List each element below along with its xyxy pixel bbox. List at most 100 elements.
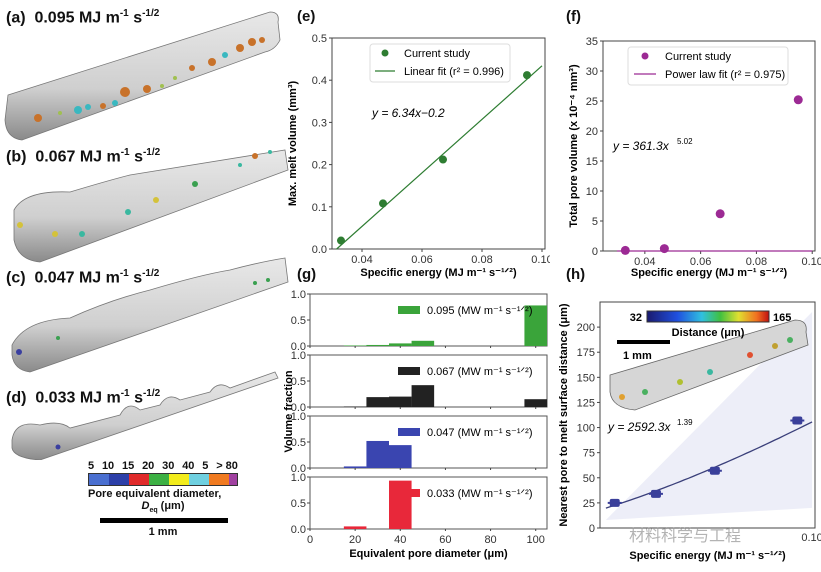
data-point <box>709 466 720 475</box>
histogram-bar <box>343 526 367 529</box>
y-tick-label: 5 <box>592 216 598 228</box>
panel-label-h: (h) <box>566 266 586 283</box>
chart-h: 0 25 50 75 100 125 150 175 200 32 165 Distance (μm)… <box>558 301 821 562</box>
panel-label-a: (a) <box>6 9 26 27</box>
plot-frame <box>331 37 546 250</box>
x-tick-label: 0.10 <box>801 532 821 544</box>
pore-colorbar <box>88 473 238 486</box>
unit: s <box>128 9 143 27</box>
scale-bar <box>100 518 228 524</box>
x-tick-label: 0.08 <box>746 256 767 268</box>
x-tick-label: 0.10 <box>801 256 821 268</box>
deq-symbol: D <box>141 500 150 512</box>
deq-subscript: eq <box>149 507 158 515</box>
deq-unit: (μm) <box>157 500 185 512</box>
exponent: -1 <box>120 147 130 158</box>
data-point <box>523 71 531 80</box>
y-tick-label: 0 <box>589 523 595 535</box>
data-point <box>620 245 630 255</box>
y-tick-label: 0.0 <box>291 524 306 536</box>
histogram-bar <box>411 385 435 407</box>
histogram-bar <box>343 466 367 468</box>
x-tick-label: 0.08 <box>471 254 492 266</box>
histogram-bar <box>366 440 389 468</box>
distance-colorbar <box>646 310 770 323</box>
x-tick-label: 0.10 <box>531 254 550 266</box>
y-tick-label: 0.5 <box>291 437 306 449</box>
y-axis-label: Total pore volume (x 10⁻⁴ mm³) <box>568 64 580 228</box>
y-tick-label: 75 <box>583 448 595 460</box>
fit-exponent: 1.39 <box>677 418 693 427</box>
inset-pore <box>787 337 793 343</box>
x-tick-label: 0 <box>307 534 313 546</box>
chart-e: 0.0 0.1 0.2 0.3 0.4 0.5 0.04 0.06 0.08 0.10 Curren… <box>287 33 550 279</box>
exponent: -1 <box>119 268 129 279</box>
colorbar-label: Distance (μm) <box>672 327 745 339</box>
histogram-bar <box>366 344 389 346</box>
subplot-frame <box>309 415 548 469</box>
inset-pore <box>677 379 683 385</box>
pore-colorbar-segment <box>109 474 129 485</box>
pore-colorbar-label: Pore equivalent diameter, <box>88 488 222 500</box>
fit-line <box>336 65 543 250</box>
x-tick-label: 100 <box>527 534 545 546</box>
y-axis-label: Volume fraction <box>283 370 295 453</box>
energy-value: 0.033 MJ m <box>35 389 121 407</box>
legend-box <box>369 43 511 83</box>
colorbar-max: 165 <box>773 312 791 324</box>
legend-box <box>627 46 789 86</box>
data-point <box>439 155 447 164</box>
y-tick-label: 0 <box>592 246 598 258</box>
x-axis-label: Specific energy (MJ m⁻¹ s⁻¹ᐟ²) <box>360 267 517 279</box>
unit: s <box>129 389 143 407</box>
histogram-bar <box>366 397 389 407</box>
x-tick-label: 40 <box>394 534 406 546</box>
histogram-bar <box>343 406 367 407</box>
energy-value: 0.095 MJ m <box>34 9 120 27</box>
chart-f: 0 5 10 15 20 25 30 35 0.04 0.06 0.08 0.10 Current st… <box>568 36 821 279</box>
y-tick-label: 30 <box>586 66 598 78</box>
data-point <box>715 209 725 219</box>
exponent: -1 <box>120 388 130 399</box>
fit-curve <box>605 421 813 509</box>
y-tick-label: 50 <box>583 473 595 485</box>
y-tick-label: 0.2 <box>312 160 327 172</box>
panel-label-c: (c) <box>6 269 26 287</box>
legend-label: 0.095 (MW m⁻¹ s⁻¹ᐟ²) <box>427 305 533 317</box>
bead-a <box>4 11 281 141</box>
panel-label-f: (f) <box>566 8 581 25</box>
confidence-band <box>605 312 813 520</box>
inset-pore <box>772 343 778 349</box>
pores-a <box>34 37 265 122</box>
pore-colorbar-segment <box>89 474 109 485</box>
legend-swatch <box>398 367 420 375</box>
legend-label: Current study <box>404 48 471 60</box>
unit: s <box>128 269 143 287</box>
y-tick-label: 125 <box>577 397 595 409</box>
subplot-frame <box>309 293 548 347</box>
pore-colorbar-segment <box>149 474 169 485</box>
legend-label: Linear fit (r² = 0.996) <box>404 66 504 78</box>
pore-colorbar-ticks: 5 10 15 20 30 40 5 > 80 <box>88 460 238 472</box>
legend-marker <box>381 49 389 57</box>
y-tick-label: 0.5 <box>291 315 306 327</box>
panel-label-b: (b) <box>6 148 27 166</box>
y-tick-label: 150 <box>577 372 595 384</box>
pore-colorbar-segment <box>209 474 229 485</box>
y-tick-label: 0.3 <box>312 117 327 129</box>
x-axis-label: Specific energy (MJ m⁻¹ s⁻¹ᐟ²) <box>631 267 788 279</box>
pore-colorbar-tick: 5 <box>88 460 95 472</box>
subplot-frame <box>309 476 548 530</box>
legend-swatch <box>398 428 420 436</box>
watermark: 材料科学与工程 <box>629 527 741 545</box>
pore-colorbar-tick: 15 <box>122 460 135 472</box>
y-tick-label: 20 <box>586 126 598 138</box>
y-tick-label: 100 <box>577 423 595 435</box>
y-tick-label: 175 <box>577 347 595 359</box>
y-tick-label: 0.5 <box>312 33 327 45</box>
pore-colorbar-tick: 30 <box>162 460 175 472</box>
x-tick-label: 0.04 <box>634 256 655 268</box>
pore-colorbar-tick: 10 <box>101 460 115 472</box>
y-tick-label: 0.0 <box>291 341 306 353</box>
y-tick-label: 15 <box>586 156 598 168</box>
